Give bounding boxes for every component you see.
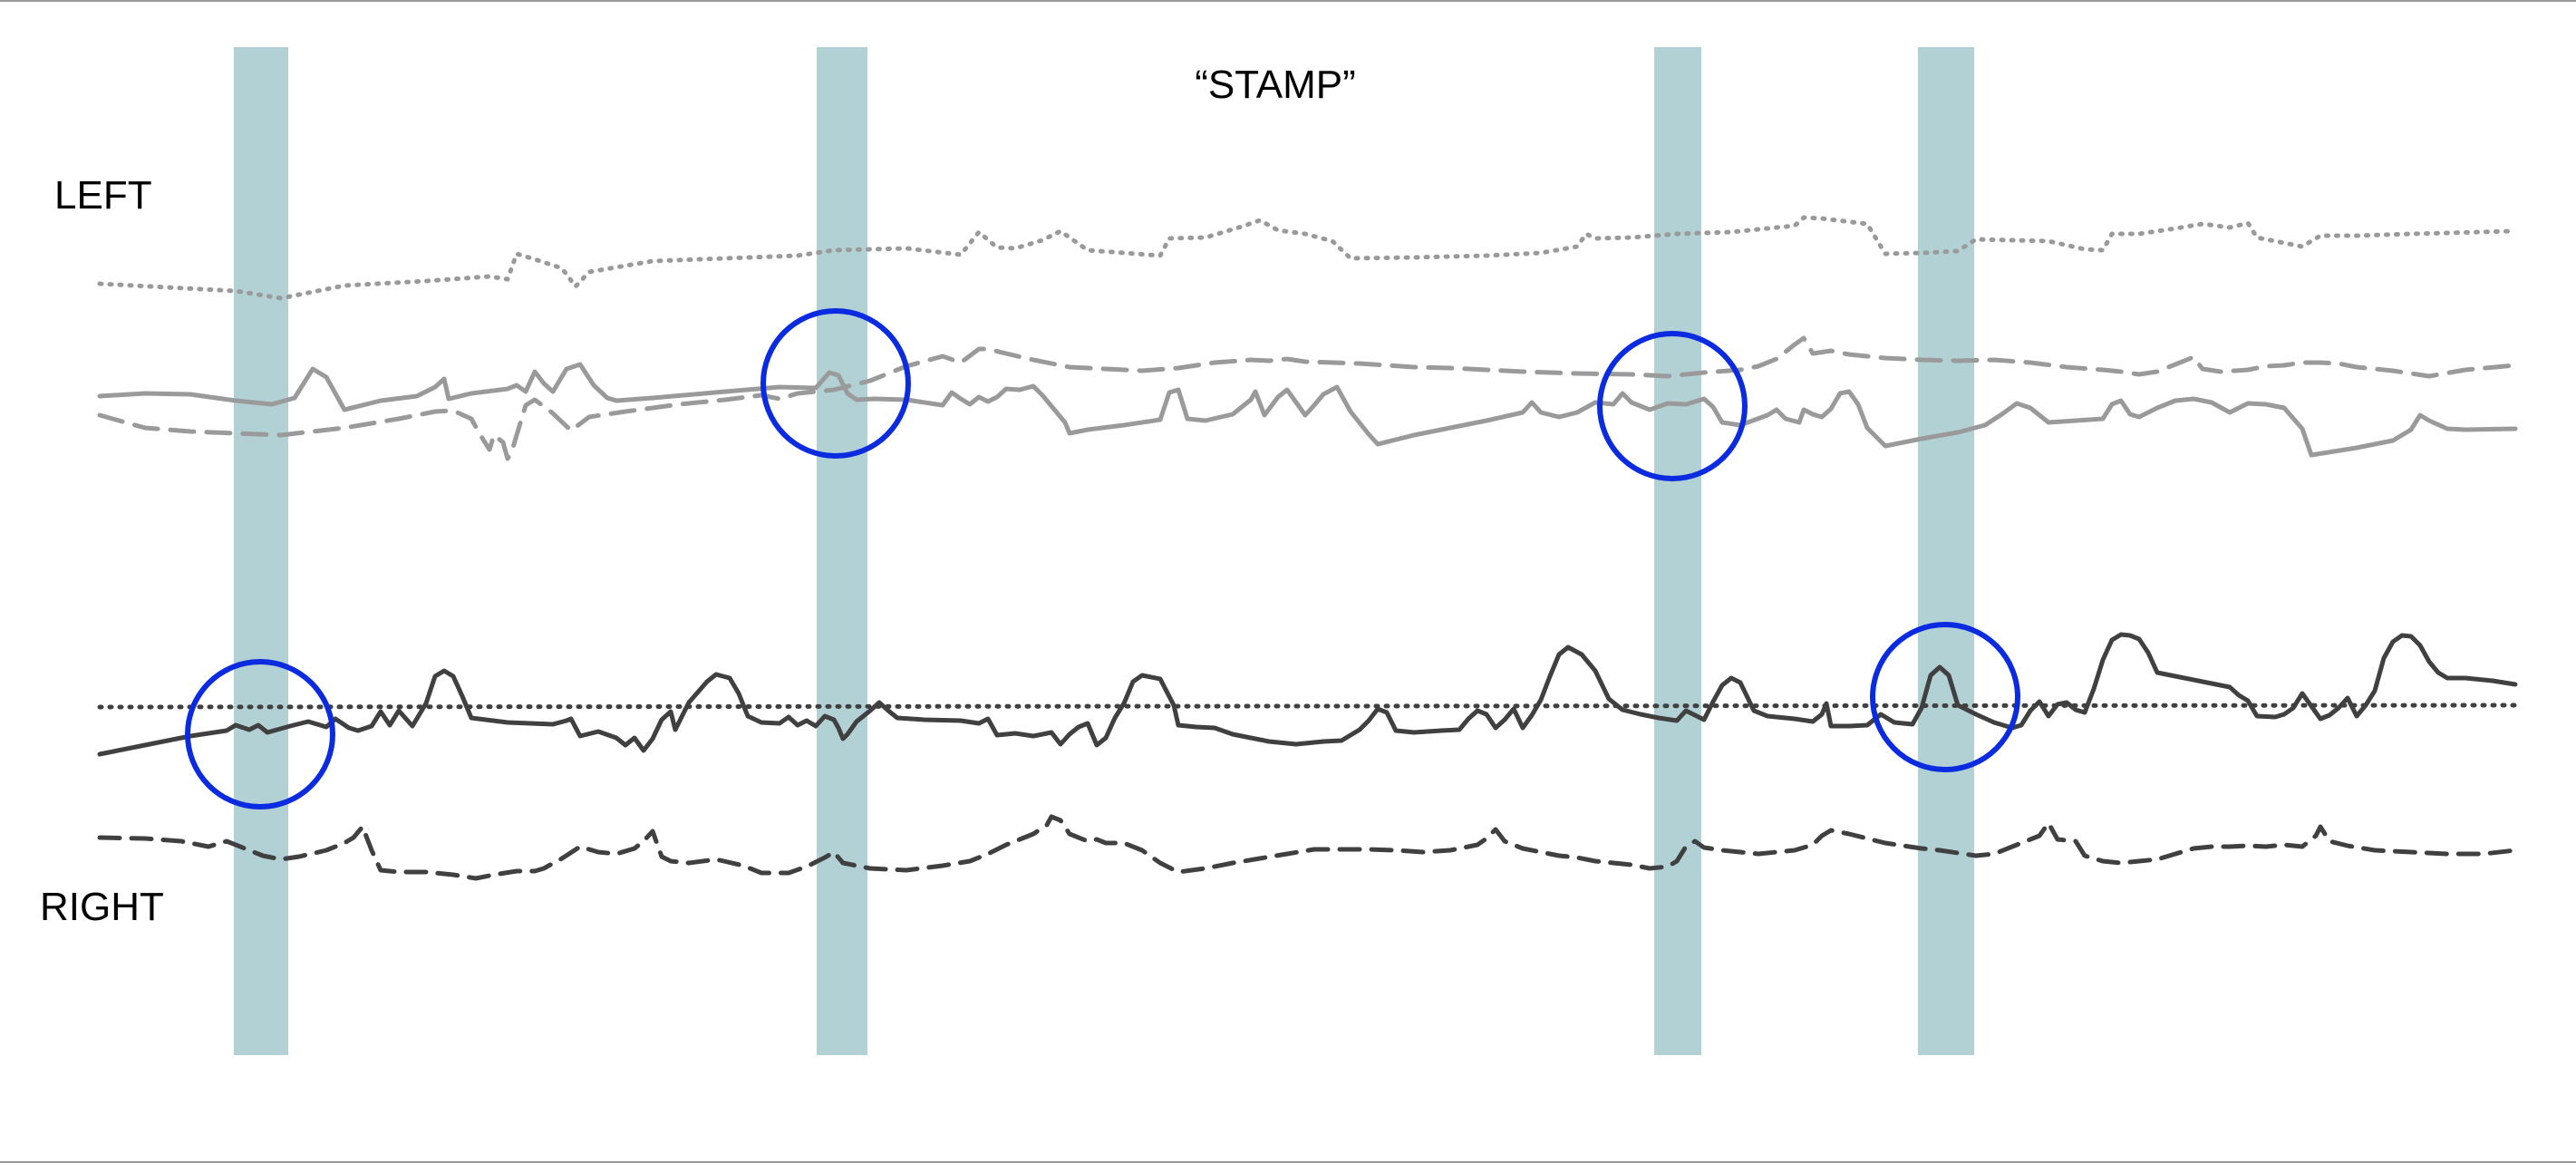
highlight-circle-2 xyxy=(760,308,911,459)
left-traces xyxy=(97,215,2518,461)
diagram-title: “STAMP” xyxy=(1195,63,1356,107)
right-dotted-trace xyxy=(97,703,2518,710)
stamp-band-2 xyxy=(817,47,867,1055)
left-dashed-trace xyxy=(97,335,2518,461)
stamp-band-3 xyxy=(1654,47,1701,1055)
left-solid-trace xyxy=(97,362,2518,458)
stamp-bands xyxy=(234,47,1974,1055)
highlight-circle-4 xyxy=(1870,622,2020,772)
stamp-highlights xyxy=(185,308,2020,809)
right-dashed-trace xyxy=(97,814,2518,881)
highlight-circle-1 xyxy=(185,659,335,809)
highlight-circle-3 xyxy=(1597,331,1748,481)
left-label: LEFT xyxy=(54,173,152,218)
stamp-band-1 xyxy=(234,47,288,1055)
right-solid-trace xyxy=(97,632,2518,757)
right-traces xyxy=(97,632,2518,881)
right-label: RIGHT xyxy=(40,885,164,929)
stamp-band-4 xyxy=(1918,47,1974,1055)
left-dotted-trace xyxy=(97,215,2513,301)
